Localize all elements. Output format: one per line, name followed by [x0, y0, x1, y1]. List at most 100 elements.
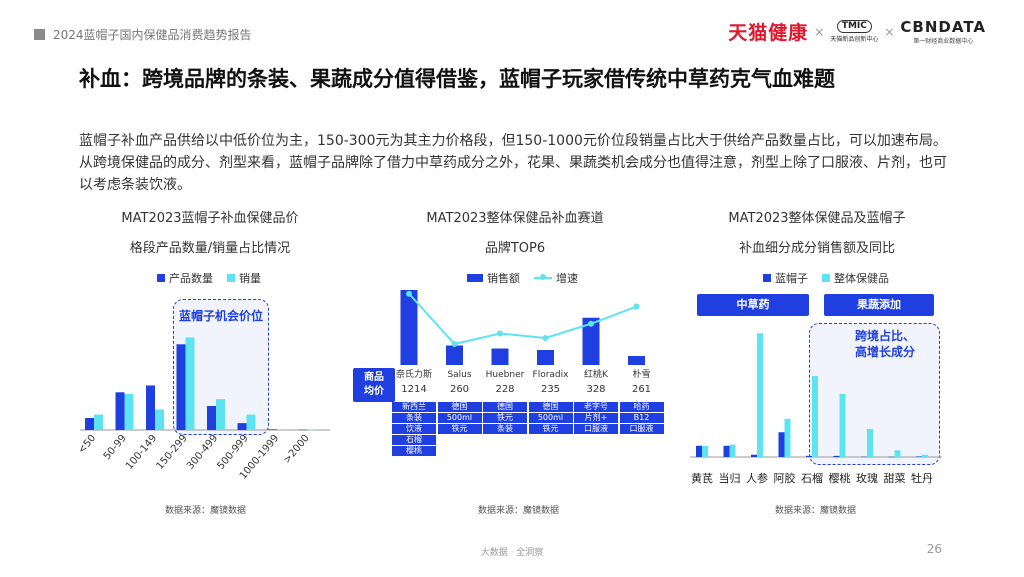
tmic-badge: TMIC — [836, 20, 872, 33]
legend-item: 产品数量 — [157, 270, 213, 286]
legend-item: 蓝帽子 — [763, 270, 808, 286]
chart3-x-tick-label: 甜菜 — [884, 472, 906, 485]
chart3-bar — [888, 456, 895, 458]
herbal-group-pill: 中草药 — [697, 294, 809, 316]
chart1-bar — [246, 414, 256, 430]
chart3-title: MAT2023整体保健品及蓝帽子 补血细分成分销售额及同比 — [692, 204, 942, 264]
partner-logos: 天猫健康 × TMIC 天猫新品创新中心 × CBNDATA 第一财经商业数据中… — [728, 18, 986, 45]
chart2-source: 数据来源：魔镜数据 — [478, 506, 560, 516]
brand-tags: 老字号 片剂+ 口服液 — [574, 402, 618, 435]
legend-line-swatch — [534, 274, 552, 280]
chart1-x-tick-label: <50 — [76, 433, 98, 456]
brand-tag: 饮液 — [392, 424, 436, 434]
chart1-source: 数据来源：魔镜数据 — [165, 506, 247, 516]
chart1-x-tick-label: 150-299 — [155, 433, 190, 472]
page-number: 26 — [926, 542, 942, 556]
brand-tag: 口服液 — [619, 424, 664, 434]
brand-column: 红桃K 328 老字号 片剂+ 口服液 — [574, 368, 618, 434]
chart3-bar — [784, 418, 791, 457]
brand-name: 朴雪 — [632, 370, 651, 380]
chart1-bar — [94, 414, 103, 430]
chart2-bar — [628, 356, 645, 365]
brand-tag: 500ml — [528, 413, 573, 423]
logo-separator: × — [814, 24, 825, 39]
brand-tag: 哈药 — [619, 402, 664, 412]
brand-column: 奈氏力斯 1214 新西兰 条装 饮液 石榴 樱桃 — [392, 368, 436, 456]
chart2-growth-point — [588, 320, 594, 327]
chart2-legend: 销售额 增速 — [467, 270, 578, 286]
brand-tag: 德国 — [483, 402, 527, 412]
brand-name: Huebner — [485, 370, 525, 380]
brand-column: Huebner 228 德国 铁元 条装 — [483, 368, 527, 434]
chart3-title-line1: MAT2023整体保健品及蓝帽子 — [728, 211, 906, 226]
chart3-x-tick-label: 当归 — [719, 471, 741, 485]
chart2-title-line2: 品牌TOP6 — [484, 241, 546, 256]
brand-tag: 新西兰 — [392, 402, 436, 412]
chart3-bar — [729, 444, 736, 457]
chart1-bar — [268, 429, 277, 430]
brand-name: Floradix — [532, 370, 569, 380]
cbndata-subtitle: 第一财经商业数据中心 — [913, 38, 974, 45]
chart3-bar — [922, 454, 928, 457]
legend-item: 增速 — [534, 270, 578, 286]
chart1-bar — [298, 429, 308, 431]
footer-tagline: 大数据 · 全洞察 — [480, 548, 544, 558]
chart1-bar — [216, 399, 225, 430]
brand-tag: 铁元 — [483, 413, 527, 423]
chart2-svg — [400, 290, 645, 365]
brand-tag: 片剂+ — [574, 413, 618, 423]
brand-tag: 铁元 — [437, 424, 482, 434]
brand-tag: 条装 — [392, 413, 436, 423]
brand-name: 奈氏力斯 — [395, 370, 432, 380]
brand-tags: 德国 500ml 铁元 — [437, 402, 482, 435]
chart1-bar — [237, 423, 247, 430]
tmic-logo: TMIC 天猫新品创新中心 — [830, 20, 878, 43]
chart3-source: 数据来源：魔镜数据 — [775, 506, 857, 516]
chart3-bar — [723, 445, 730, 457]
legend-item: 整体保健品 — [822, 270, 889, 286]
chart1-bar — [115, 392, 125, 430]
legend-swatch — [227, 274, 235, 282]
chart3-x-tick-label: 阿胶 — [774, 471, 796, 485]
brand-tag: 石榴 — [392, 435, 436, 445]
chart1-x-tick-label: >2000 — [282, 433, 312, 466]
chart3-bar — [806, 455, 812, 457]
legend-swatch — [822, 274, 830, 282]
chart3-x-tick-label: 牡丹 — [911, 471, 933, 485]
chart3-bar — [839, 394, 846, 457]
chart2-title-line1: MAT2023整体保健品补血赛道 — [426, 211, 604, 226]
brand-tag: 条装 — [483, 424, 527, 434]
logo-separator: × — [884, 24, 895, 39]
brand-avg-price: 228 — [495, 384, 515, 395]
tmall-health-logo: 天猫健康 — [728, 22, 809, 44]
brand-avg-price: 1214 — [401, 384, 427, 395]
legend-swatch — [763, 274, 771, 282]
tmic-subtitle: 天猫新品创新中心 — [830, 36, 879, 43]
brand-tag: B12 — [619, 413, 664, 423]
chart3-svg: 黄芪 当归 人参 阿胶 石榴 樱桃 玫瑰 甜菜 牡丹 — [690, 333, 942, 485]
chart1-bar — [124, 394, 134, 430]
brand-avg-price: 261 — [631, 384, 652, 395]
brand-column: 朴雪 261 哈药 B12 口服液 — [619, 368, 664, 434]
chart1-x-tick-label: 100-149 — [124, 433, 159, 472]
brand-tag: 口服液 — [574, 424, 618, 434]
brand-tag: 德国 — [528, 402, 573, 412]
chart3-bar — [757, 333, 763, 457]
legend-label: 增速 — [556, 272, 578, 285]
fruit-group-pill: 果蔬添加 — [824, 294, 934, 316]
chart1-bar — [85, 418, 94, 430]
chart1-bar — [207, 406, 216, 430]
report-title: 2024蓝帽子国内保健品消费趋势报告 — [53, 28, 252, 42]
chart3-x-tick-label: 人参 — [746, 471, 768, 485]
chart2-bar — [446, 345, 463, 365]
chart2-growth-point — [451, 341, 458, 347]
legend-swatch — [467, 274, 483, 282]
chart1-title-line1: MAT2023蓝帽子补血保健品价 — [121, 211, 299, 226]
slide-title: 补血：跨境品牌的条装、果蔬成分值得借鉴，蓝帽子玩家借传统中草药克气血难题 — [79, 67, 835, 91]
brand-avg-price: 235 — [540, 384, 561, 395]
chart1-x-tick-label: 50-99 — [102, 433, 129, 462]
legend-label: 销售额 — [487, 272, 520, 285]
chart2-growth-point — [497, 330, 503, 337]
chart3-bar — [916, 456, 922, 457]
legend-item: 销量 — [227, 270, 261, 286]
